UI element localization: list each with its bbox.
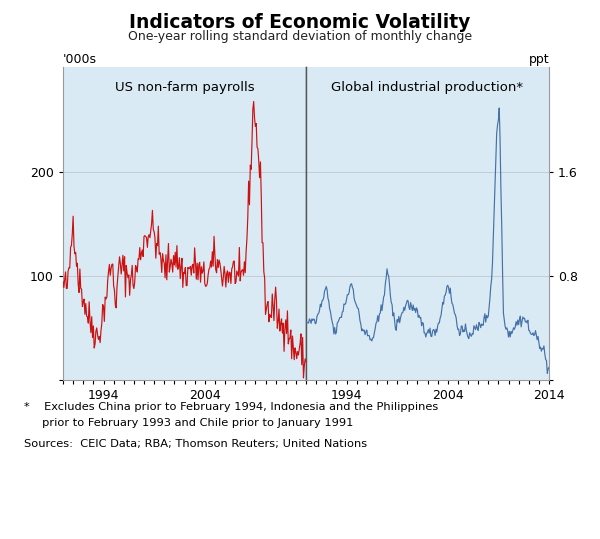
Text: Sources:  CEIC Data; RBA; Thomson Reuters; United Nations: Sources: CEIC Data; RBA; Thomson Reuters… — [24, 439, 367, 450]
Text: Global industrial production*: Global industrial production* — [331, 81, 524, 94]
Text: prior to February 1993 and Chile prior to January 1991: prior to February 1993 and Chile prior t… — [24, 418, 353, 428]
Text: '000s: '000s — [63, 53, 97, 66]
Text: US non-farm payrolls: US non-farm payrolls — [115, 81, 254, 94]
Text: One-year rolling standard deviation of monthly change: One-year rolling standard deviation of m… — [128, 30, 472, 43]
Text: ppt: ppt — [529, 53, 549, 66]
Text: *    Excludes China prior to February 1994, Indonesia and the Philippines: * Excludes China prior to February 1994,… — [24, 402, 438, 412]
Text: Indicators of Economic Volatility: Indicators of Economic Volatility — [130, 13, 470, 32]
